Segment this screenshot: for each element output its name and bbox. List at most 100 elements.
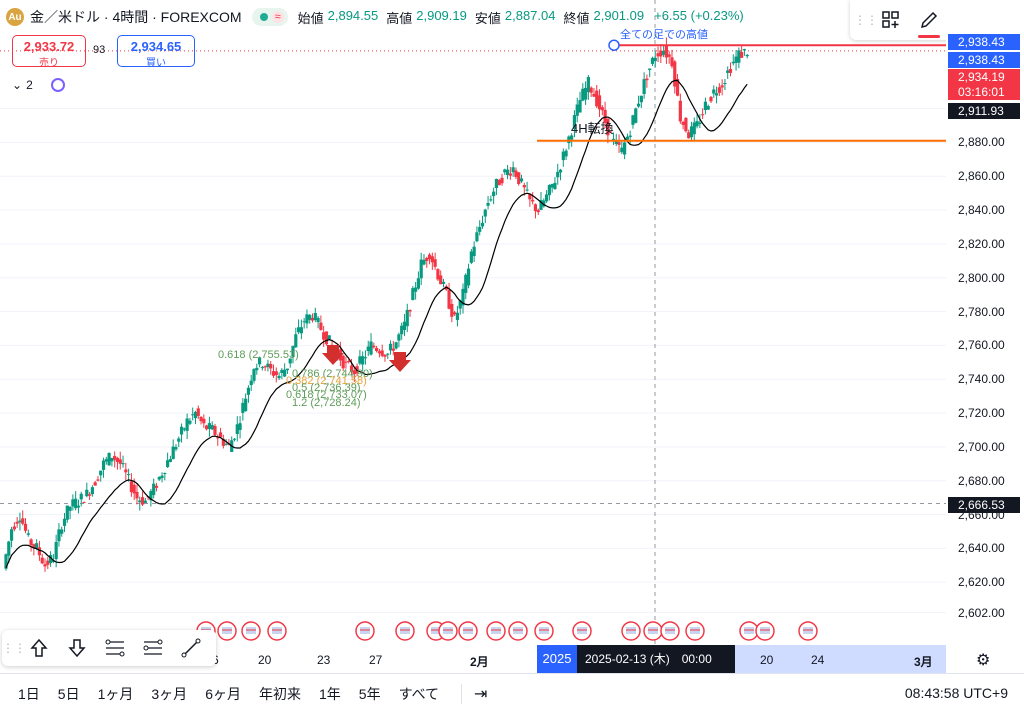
candle-body	[430, 256, 434, 263]
range-3m[interactable]: 3ヶ月	[151, 685, 188, 702]
candle-body	[742, 49, 747, 51]
candle-body	[383, 354, 387, 357]
candle-body	[129, 481, 133, 493]
range-5y[interactable]: 5年	[358, 685, 381, 702]
ohlc-values: 始値 2,894.55 高値 2,909.19 安値 2,887.04 終値 2,901…	[298, 8, 744, 27]
candle-body	[255, 367, 259, 371]
buy-button[interactable]: 2,934.65 買い	[117, 35, 195, 69]
candle-body	[427, 254, 432, 260]
symbol-title[interactable]: 金／米ドル · 4時間 · FOREXCOM	[30, 9, 242, 25]
price-axis[interactable]: 2,900.002,880.002,860.002,840.002,820.00…	[946, 0, 1024, 645]
candle-body	[531, 199, 535, 202]
drag-handle-icon[interactable]: ⋮⋮	[854, 13, 878, 27]
candle-body	[609, 131, 613, 133]
fib-retracement-icon[interactable]	[96, 632, 134, 664]
indicators-toggle[interactable]: ⌄ 2	[12, 76, 65, 94]
candle-body	[550, 183, 554, 188]
candle-body	[15, 521, 19, 524]
candle-body	[263, 366, 267, 368]
clock[interactable]: 08:43:58 UTC+9	[904, 685, 1008, 701]
price-tick: 2,820.00	[958, 236, 1005, 251]
time-tick: 20	[258, 653, 272, 667]
line-color-swatch	[918, 35, 940, 38]
candle-body	[68, 506, 72, 511]
candle-body	[701, 114, 705, 116]
market-status[interactable]: ≈	[251, 8, 288, 26]
pencil-icon[interactable]	[910, 4, 948, 38]
candle-body	[51, 560, 55, 563]
candle-body	[257, 357, 262, 365]
candle-body	[244, 398, 248, 412]
candle-body	[29, 539, 33, 546]
candle-body	[177, 438, 181, 442]
candle-body	[458, 300, 462, 309]
sell-button[interactable]: 2,933.72 売り	[12, 35, 86, 69]
buy-price: 2,934.65	[130, 39, 182, 54]
candle-body	[394, 342, 398, 349]
candle-body	[625, 136, 629, 140]
candle-body	[163, 473, 167, 475]
candle-body	[589, 87, 593, 93]
range-ytd[interactable]: 年初来	[258, 685, 301, 702]
sync-icon[interactable]	[50, 78, 65, 92]
chart-pane[interactable]: 4H転換 全ての足での高値 0.618 (2,755.53) 0.786 (2,744…	[0, 0, 946, 645]
candle-body	[140, 497, 145, 505]
candle-body	[299, 327, 303, 334]
candle-body	[561, 151, 565, 161]
candle-body	[166, 460, 170, 468]
candle-body	[475, 232, 479, 242]
candle-body	[486, 202, 490, 206]
open-label: 始値	[297, 10, 324, 26]
candle-body	[96, 479, 100, 481]
candle-body	[505, 169, 510, 176]
time-tick: 3月	[914, 655, 933, 669]
drag-handle-icon[interactable]: ⋮⋮	[2, 641, 26, 655]
price-label: 2,934.19	[948, 69, 1020, 85]
candle-body	[681, 121, 685, 125]
candle-body	[193, 411, 198, 419]
candle-body	[199, 416, 203, 422]
candle-body	[706, 106, 710, 110]
range-all[interactable]: すべて	[398, 685, 440, 702]
fib-level-label: 0.618 (2,755.53)	[218, 349, 299, 361]
candle-body	[402, 321, 407, 330]
range-5d[interactable]: 5日	[57, 685, 80, 702]
range-1m[interactable]: 1ヶ月	[97, 685, 134, 702]
candle-body	[90, 487, 94, 495]
candle-body	[740, 52, 744, 58]
candle-body	[572, 115, 577, 130]
price-tick: 2,680.00	[958, 473, 1005, 488]
candle-body	[87, 494, 92, 496]
candle-body	[372, 345, 376, 348]
fib-extension-icon[interactable]	[134, 632, 172, 664]
candle-body	[553, 182, 557, 189]
gold-symbol-icon: Au	[6, 8, 24, 26]
range-1y[interactable]: 1年	[318, 685, 341, 702]
candle-body	[375, 347, 379, 352]
date-range-icon[interactable]: ⇥	[461, 683, 487, 704]
candle-body	[408, 310, 412, 312]
range-1d[interactable]: 1日	[18, 685, 40, 702]
arrow-down-icon[interactable]	[58, 632, 96, 664]
candle-body	[698, 122, 702, 125]
sell-price: 2,933.72	[23, 39, 75, 54]
price-chart[interactable]: 4H転換 全ての足での高値 0.618 (2,755.53) 0.786 (2,744…	[0, 0, 946, 645]
candle-body	[121, 463, 125, 465]
candle-body	[35, 543, 39, 549]
candle-body	[85, 489, 89, 497]
candle-body	[218, 432, 223, 437]
trend-line-icon[interactable]	[172, 632, 210, 664]
candle-body	[213, 426, 217, 435]
add-tool-icon[interactable]	[872, 4, 910, 36]
candle-body	[675, 78, 680, 96]
candle-body	[539, 200, 543, 210]
arrow-up-icon[interactable]	[20, 632, 58, 664]
candle-body	[564, 150, 568, 157]
low-value: 2,887.04	[504, 7, 556, 23]
gear-icon[interactable]: ⚙	[976, 652, 991, 669]
candle-body	[221, 438, 225, 446]
candle-body	[472, 246, 476, 257]
range-6m[interactable]: 6ヶ月	[205, 685, 241, 702]
candle-body	[592, 93, 596, 97]
candle-body	[478, 226, 482, 232]
